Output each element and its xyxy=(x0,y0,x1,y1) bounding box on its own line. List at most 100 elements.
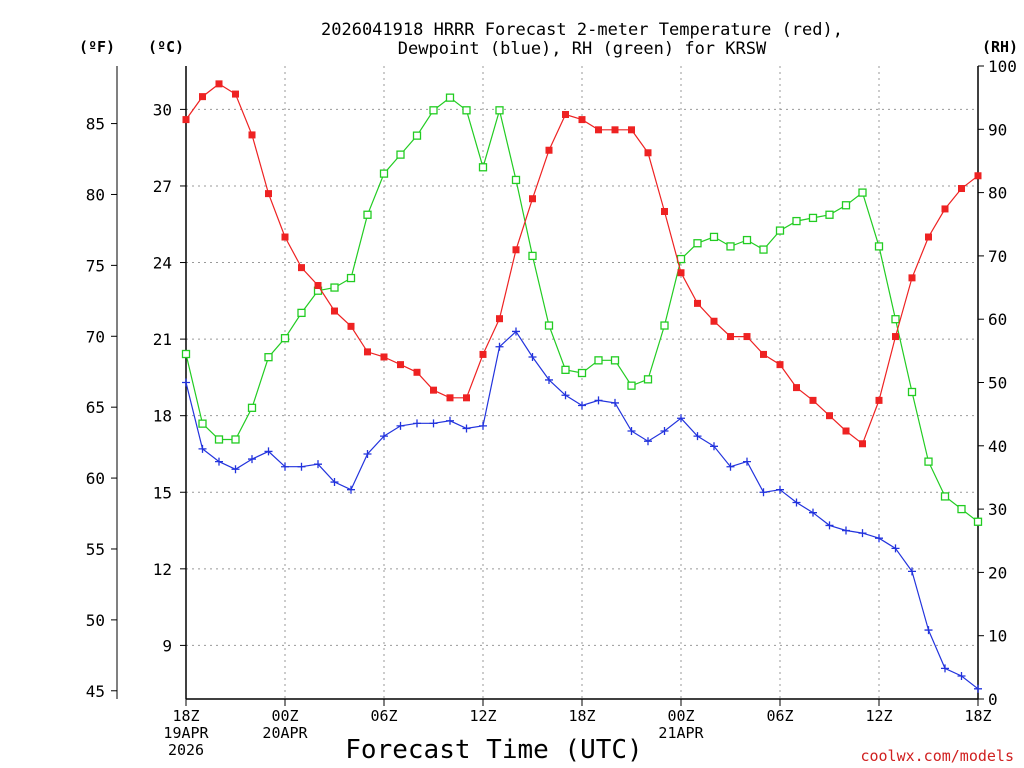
temperature-point xyxy=(908,274,916,282)
rh-point xyxy=(297,308,306,318)
celsius-tick-label: 15 xyxy=(153,483,172,502)
rh-point xyxy=(495,106,504,115)
temperature-point xyxy=(710,317,718,325)
rh-point xyxy=(478,163,488,172)
credit-text: coolwx.com/models xyxy=(860,747,1014,765)
dewpoint-point xyxy=(248,455,256,464)
rh-tick-label: 100 xyxy=(988,57,1017,76)
rh-point xyxy=(594,356,603,365)
fahrenheit-tick-label: 60 xyxy=(86,469,105,488)
rh-point xyxy=(808,213,818,223)
x-tick-label: 21APR xyxy=(658,724,704,742)
rh-tick-label: 10 xyxy=(988,627,1007,646)
temperature-point xyxy=(397,361,404,369)
temperature-point xyxy=(380,353,388,361)
celsius-tick-label: 24 xyxy=(153,254,172,273)
dewpoint-point xyxy=(231,465,240,474)
rh-tick-label: 30 xyxy=(988,500,1007,519)
dewpoint-point xyxy=(396,421,405,430)
dewpoint-point xyxy=(809,508,817,517)
temperature-point xyxy=(677,269,685,277)
temperature-point xyxy=(578,116,586,124)
dewpoint-point xyxy=(215,457,223,466)
rh-point xyxy=(511,175,521,185)
dewpoint-point xyxy=(957,672,966,681)
dewpoint-point xyxy=(726,462,735,471)
temperature-point xyxy=(364,348,371,356)
temperature-point xyxy=(628,126,635,134)
dewpoint-series xyxy=(182,327,982,693)
x-tick-label: 18Z xyxy=(964,707,991,725)
dewpoint-point xyxy=(743,457,751,466)
x-tick-label: 06Z xyxy=(766,707,793,725)
dewpoint-point xyxy=(677,414,685,423)
dewpoint-point xyxy=(330,478,339,487)
celsius-tick-label: 27 xyxy=(153,177,172,196)
temperature-point xyxy=(727,333,734,341)
dewpoint-point xyxy=(512,327,520,336)
rh-tick-label: 80 xyxy=(988,184,1007,203)
rh-tick-label: 20 xyxy=(988,563,1007,582)
temperature-point xyxy=(611,126,619,134)
temperature-point xyxy=(413,368,421,376)
rh-point xyxy=(610,356,620,365)
rh-tick-label: 40 xyxy=(988,437,1007,456)
temperature-point xyxy=(232,90,239,98)
fahrenheit-tick-label: 70 xyxy=(86,327,105,346)
temperature-point xyxy=(331,307,338,315)
rh-point xyxy=(346,273,356,283)
temperature-point xyxy=(347,322,355,330)
x-tick-label: 19APR xyxy=(163,724,209,742)
x-tick-label: 00Z xyxy=(271,707,298,725)
rh-point xyxy=(429,106,438,115)
dewpoint-point xyxy=(611,398,619,407)
rh-point xyxy=(396,150,405,159)
rh-point xyxy=(544,321,554,330)
fahrenheit-tick-label: 55 xyxy=(86,540,105,559)
temperature-point xyxy=(958,185,965,193)
x-tick-label: 20APR xyxy=(262,724,308,742)
x-tick-label: 12Z xyxy=(469,707,496,725)
dewpoint-point xyxy=(297,462,306,471)
dewpoint-point xyxy=(759,488,768,497)
dewpoint-point xyxy=(594,396,603,405)
temperature-point xyxy=(892,333,899,341)
temperature-point xyxy=(430,386,437,394)
temperature-point xyxy=(215,80,223,88)
rh-point xyxy=(742,235,752,245)
rh-point xyxy=(264,353,273,362)
rh-point xyxy=(528,251,537,261)
dewpoint-point xyxy=(776,485,784,494)
celsius-tick-label: 18 xyxy=(153,407,172,426)
rh-point xyxy=(874,242,884,251)
temperature-point xyxy=(281,233,289,241)
fahrenheit-tick-label: 65 xyxy=(86,398,105,417)
rh-tick-label: 90 xyxy=(988,120,1007,139)
rh-point xyxy=(561,365,570,374)
x-tick-label: 12Z xyxy=(865,707,892,725)
dewpoint-point xyxy=(891,544,900,553)
temperature-point xyxy=(562,110,569,118)
fahrenheit-tick-label: 75 xyxy=(86,256,105,275)
rh-point xyxy=(792,216,801,226)
dewpoint-point xyxy=(974,684,982,693)
rh-series xyxy=(181,93,983,526)
temperature-point xyxy=(974,172,982,180)
rh-point xyxy=(198,419,207,428)
rh-point xyxy=(775,226,785,235)
rh-tick-label: 50 xyxy=(988,374,1007,393)
dewpoint-point xyxy=(875,534,883,543)
temperature-point xyxy=(842,427,850,435)
celsius-tick-label: 12 xyxy=(153,560,172,579)
dewpoint-point xyxy=(347,485,355,494)
rh-point xyxy=(693,239,702,248)
x-tick-label: 18Z xyxy=(172,707,199,725)
rh-point xyxy=(973,517,983,526)
temperature-point xyxy=(925,233,932,241)
temperature-point xyxy=(941,205,949,213)
rh-point xyxy=(214,435,224,444)
dewpoint-point xyxy=(660,426,669,435)
rh-point xyxy=(643,375,653,384)
celsius-unit-label: (ºC) xyxy=(148,38,184,56)
